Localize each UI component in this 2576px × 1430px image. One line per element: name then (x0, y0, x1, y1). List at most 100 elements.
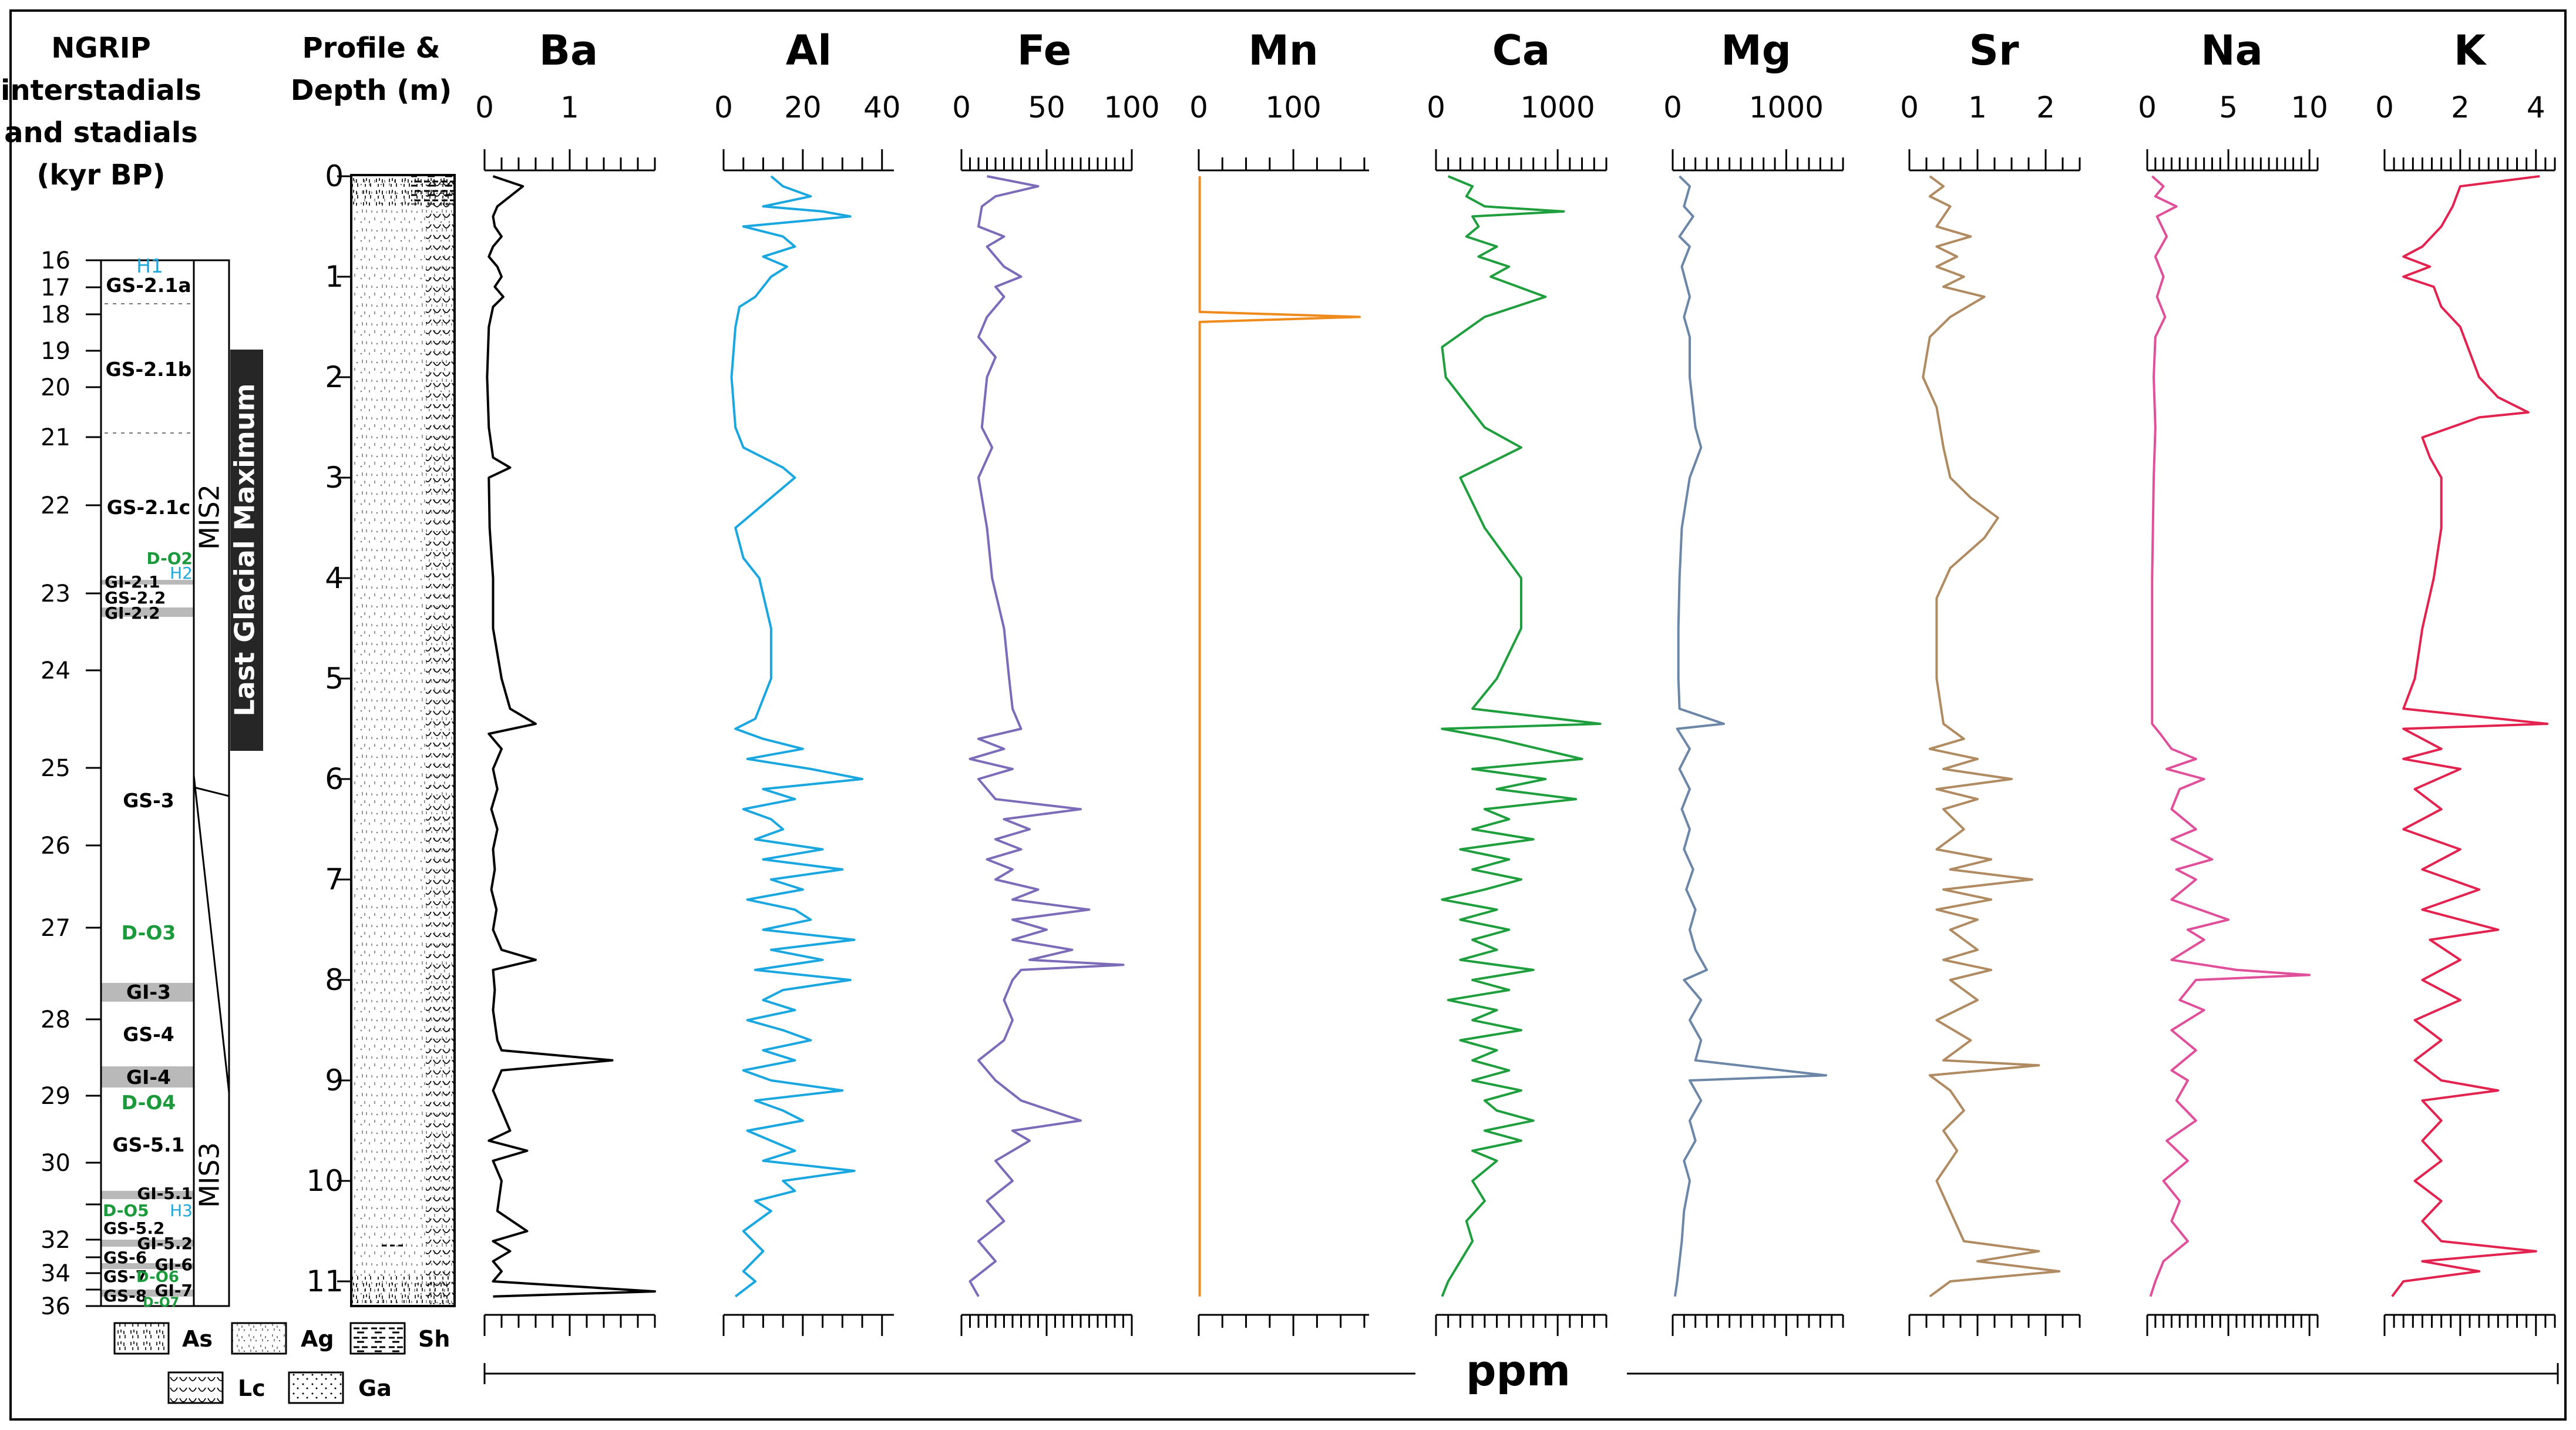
ppm-axis: ppm (483, 1346, 2559, 1395)
age-tick-label: 22 (41, 492, 70, 519)
label-gs-6: GS-6 (103, 1248, 147, 1267)
mis3-label: MIS3 (194, 1142, 226, 1208)
series-line-na (2149, 175, 2311, 1297)
depth-tick-label: 0 (325, 159, 344, 193)
series-line-mg (1673, 175, 1827, 1297)
label-gs-3: GS-3 (123, 789, 174, 812)
label-gs-4: GS-4 (123, 1023, 174, 1046)
panel-al: Al 0 20 40 (714, 26, 901, 1336)
age-tick-label: 20 (41, 374, 70, 401)
label-gi-5-1: GI-5.1 (137, 1184, 193, 1203)
tick-label-na: 10 (2291, 90, 2328, 125)
series-line-sr (1922, 175, 2061, 1298)
ngrip-title-line-3: and stadials (4, 116, 198, 149)
tick-label-fe: 100 (1104, 90, 1159, 125)
label-gi-5-2: GI-5.2 (137, 1234, 193, 1253)
depth-axis (337, 175, 352, 1305)
panel-title-al: Al (786, 26, 832, 75)
ngrip-title-line-4: (kyr BP) (36, 159, 165, 192)
lgm-bar (230, 350, 263, 751)
label-gi-4: GI-4 (126, 1066, 171, 1089)
tick-label-sr: 2 (2036, 90, 2055, 125)
profile-bottom-layer (352, 1275, 453, 1305)
age-tick-label: 16 (41, 247, 70, 274)
label-gi-2-1: GI-2.1 (105, 572, 160, 592)
label-gs-7: GS-7 (103, 1267, 147, 1286)
tick-label-mg: 0 (1663, 90, 1682, 125)
label-h1: H1 (136, 254, 163, 277)
depth-tick-label: 11 (306, 1264, 344, 1298)
depth-tick-label: 4 (325, 561, 344, 595)
tick-label-ba: 1 (560, 90, 579, 125)
mis2-label: MIS2 (194, 484, 226, 550)
age-tick-label: 25 (41, 755, 70, 782)
tick-label-ca: 1000 (1521, 90, 1595, 125)
age-tick-label: 19 (41, 338, 70, 365)
label-d-o3: D-O3 (122, 921, 176, 944)
age-tick-label: 26 (41, 833, 70, 860)
label-d-o7: D-O7 (143, 1295, 179, 1310)
band-gi-2-1 (101, 580, 194, 585)
mis-boundary-line-1 (193, 775, 230, 1093)
label-gs-5-1: GS-5.1 (112, 1133, 184, 1156)
panel-na: Na 0 5 10 (2138, 26, 2328, 1336)
panel-title-ba: Ba (539, 26, 598, 75)
label-gi-3: GI-3 (126, 981, 171, 1003)
age-tick-label: 21 (41, 424, 70, 451)
band-gi-6 (101, 1263, 194, 1269)
ppm-label: ppm (1466, 1346, 1571, 1395)
panel-ba: Ba 0 1 (475, 26, 656, 1336)
sh-pattern-icon (349, 1322, 406, 1355)
tick-label-fe: 0 (952, 90, 971, 125)
ngrip-title-line-2: interstadials (1, 74, 201, 107)
legend-label-ga: Ga (358, 1375, 392, 1401)
profile-panel: Profile & Depth (m) 0 1 2 3 4 5 6 7 8 9 … (291, 32, 456, 1307)
label-h2: H2 (170, 563, 193, 583)
panel-mg: Mg 0 1000 (1663, 26, 1844, 1336)
band-gi-2-2 (101, 607, 194, 617)
legend-label-as: As (182, 1326, 213, 1352)
mis-boundary-line-2 (193, 786, 230, 797)
label-h3: H3 (170, 1201, 193, 1220)
panel-fe: Fe 0 50 100 (952, 26, 1160, 1336)
depth-tick-label: 6 (325, 762, 344, 796)
label-gi-6: GI-6 (154, 1255, 193, 1274)
legend-label-sh: Sh (418, 1326, 450, 1352)
band-gi-4 (101, 1066, 194, 1087)
tick-label-na: 5 (2219, 90, 2238, 125)
tick-label-k: 0 (2375, 90, 2394, 125)
age-tick-label: 30 (41, 1150, 70, 1177)
legend: As Ag Sh Lc Ga (113, 1322, 450, 1404)
series-line-fe (968, 175, 1125, 1297)
age-tick-label: 24 (41, 657, 70, 684)
profile-title-line-1: Profile & (302, 32, 440, 65)
age-tick-label: 23 (41, 580, 70, 607)
depth-tick-label: 1 (325, 260, 344, 294)
depth-tick-label: 8 (325, 963, 344, 997)
legend-label-lc: Lc (238, 1375, 265, 1401)
band-gi-5-1 (101, 1191, 194, 1199)
age-tick-label: 18 (41, 301, 70, 328)
profile-title-line-2: Depth (m) (291, 74, 452, 107)
age-tick-label: 32 (41, 1227, 70, 1254)
ngrip-panel: NGRIP interstadials and stadials (kyr BP… (1, 32, 263, 1320)
label-gs-2-1b: GS-2.1b (106, 358, 192, 381)
band-gi-5-2 (101, 1240, 194, 1247)
panel-ca: Ca 0 1000 (1427, 26, 1608, 1336)
depth-tick-label: 3 (325, 461, 344, 495)
label-gi-2-2: GI-2.2 (105, 603, 160, 623)
stage-labels: H1 GS-2.1a GS-2.1b GS-2.1c D-O2 H2 GI-2.… (103, 254, 193, 1310)
ngrip-title-line-1: NGRIP (51, 32, 151, 65)
panel-title-fe: Fe (1017, 26, 1071, 75)
panel-mn: Mn 0 100 (1189, 26, 1369, 1336)
label-gs-5-2: GS-5.2 (103, 1218, 164, 1238)
label-gs-2-2: GS-2.2 (105, 588, 166, 607)
age-tick-label: 17 (41, 274, 70, 301)
band-gi-3 (101, 983, 194, 1002)
panel-title-ca: Ca (1492, 26, 1551, 75)
ag-pattern-icon (231, 1322, 287, 1355)
tick-label-al: 40 (863, 90, 901, 125)
legend-item-as: As (113, 1322, 213, 1355)
legend-item-lc: Lc (167, 1371, 265, 1404)
